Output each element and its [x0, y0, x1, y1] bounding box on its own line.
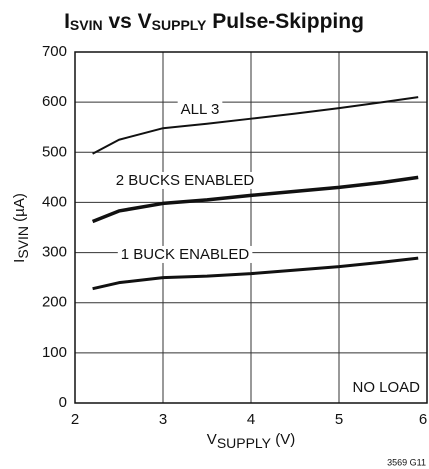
y-tick-label: 200 [42, 294, 67, 311]
label-background [349, 378, 424, 396]
series-label: 2 BUCKS ENABLED [116, 172, 255, 189]
x-tick-label: 5 [335, 411, 343, 428]
x-tick-label: 2 [71, 411, 79, 428]
x-axis-label: VSUPPLY (V) [207, 431, 295, 451]
annotation: NO LOAD [352, 379, 420, 396]
y-tick-label: 500 [42, 143, 67, 160]
chart-title-part: SUPPLY [152, 17, 207, 33]
label-background [112, 171, 258, 189]
x-tick-label: 3 [159, 411, 167, 428]
y-tick-label: 600 [42, 93, 67, 110]
series-line [91, 175, 419, 224]
series-line [92, 256, 419, 291]
x-axis-label-part: V [207, 431, 217, 448]
y-axis-label: ISVIN (µA) [11, 193, 31, 263]
y-tick-label: 700 [42, 43, 67, 60]
x-tick-label: 4 [247, 411, 255, 428]
series-label: ALL 3 [181, 101, 220, 118]
x-axis-label-part: (V) [271, 431, 295, 448]
figure-code: 3569 G11 [387, 457, 426, 467]
chart-title: ISVIN vs VSUPPLY Pulse-Skipping [64, 10, 364, 33]
y-axis-label-part: SVIN [15, 226, 31, 259]
label-background [177, 100, 223, 118]
label-background [117, 245, 253, 263]
chart-title-part: Pulse-Skipping [206, 10, 364, 33]
y-tick-label: 0 [59, 394, 67, 411]
y-tick-label: 400 [42, 193, 67, 210]
plot-frame [74, 51, 428, 404]
x-axis-label-part: SUPPLY [217, 435, 272, 451]
series-label: 1 BUCK ENABLED [121, 246, 250, 263]
chart-title-part: I [64, 10, 70, 33]
x-tick-label: 6 [419, 411, 427, 428]
y-tick-label: 100 [42, 344, 67, 361]
y-tick-label: 300 [42, 244, 67, 261]
y-axis-label-part: I [11, 259, 28, 263]
series-line [92, 96, 419, 155]
chart-title-part: SVIN [70, 17, 103, 33]
y-axis-label-part: (µA) [11, 193, 28, 226]
chart-title-part: vs V [103, 10, 152, 33]
